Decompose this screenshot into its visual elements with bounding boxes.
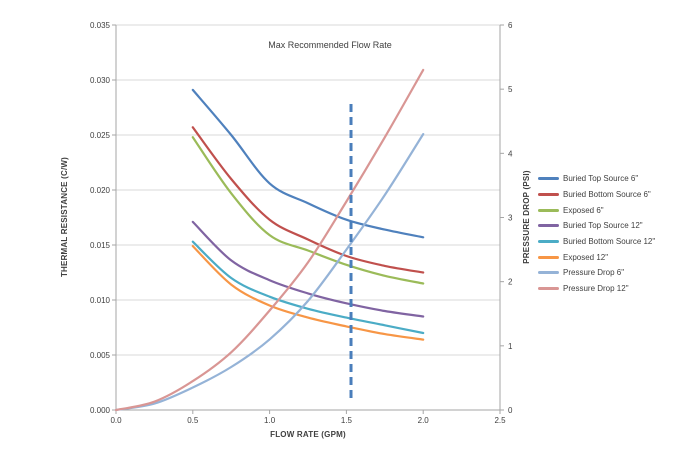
- axis-ticks: [112, 24, 504, 414]
- x-tick-labels: 0.0 0.5 1.0 1.5 2.0 2.5: [110, 416, 506, 425]
- y-right-tick-label: 3: [508, 214, 513, 223]
- legend-item: Pressure Drop 6": [538, 265, 678, 281]
- legend-label: Exposed 6": [563, 205, 604, 215]
- series-line-buried-top-source-6: [191, 88, 425, 239]
- legend-swatch-line: [538, 193, 559, 197]
- chart-legend: Buried Top Source 6" Buried Bottom Source…: [538, 171, 678, 297]
- x-axis-title: FLOW RATE (GPM): [270, 430, 346, 439]
- legend-item: Buried Bottom Source 12": [538, 234, 678, 250]
- y-left-tick-labels: 0.000 0.005 0.010 0.015 0.020 0.025 0.030 0.035: [90, 21, 111, 415]
- series-lines: [114, 68, 425, 412]
- y-left-tick-label: 0.015: [90, 241, 111, 250]
- y-axis-right-title: PRESSURE DROP (PSI): [522, 170, 531, 264]
- gridlines: [116, 24, 500, 356]
- legend-label: Pressure Drop 6": [563, 268, 625, 278]
- x-tick-label: 1.5: [341, 416, 353, 425]
- legend-swatch-line: [538, 271, 559, 275]
- legend-label: Exposed 12": [563, 252, 609, 262]
- legend-swatch-line: [538, 287, 559, 291]
- y-left-tick-label: 0.000: [90, 406, 111, 415]
- legend-label: Buried Top Source 12": [563, 221, 643, 231]
- y-right-tick-label: 6: [508, 21, 513, 30]
- legend-label: Pressure Drop 12": [563, 284, 629, 294]
- series-line-exposed-6: [191, 136, 425, 285]
- x-tick-label: 0.0: [110, 416, 122, 425]
- y-left-tick-label: 0.030: [90, 76, 111, 85]
- legend-label: Buried Bottom Source 6": [563, 190, 651, 200]
- y-axis-left-title: THERMAL RESISTANCE (C/W): [60, 157, 69, 277]
- y-right-tick-label: 0: [508, 406, 513, 415]
- legend-item: Pressure Drop 12": [538, 281, 678, 297]
- x-tick-label: 2.5: [494, 416, 506, 425]
- legend-swatch-line: [538, 208, 559, 212]
- legend-item: Buried Top Source 6": [538, 171, 678, 187]
- legend-item: Exposed 12": [538, 249, 678, 265]
- y-left-tick-label: 0.010: [90, 296, 111, 305]
- y-left-tick-label: 0.035: [90, 21, 111, 30]
- series-line-buried-bottom-source-12: [191, 240, 425, 335]
- legend-label: Buried Top Source 6": [563, 174, 639, 184]
- legend-label: Buried Bottom Source 12": [563, 237, 656, 247]
- series-line-buried-bottom-source-6: [191, 126, 425, 274]
- axis-lines: [115, 25, 501, 411]
- series-line-exposed-12: [191, 245, 425, 341]
- y-right-tick-labels: 0 1 2 3 4 5 6: [508, 21, 513, 415]
- y-right-tick-label: 1: [508, 342, 513, 351]
- series-line-pressure-drop-12: [114, 68, 425, 412]
- x-tick-label: 2.0: [418, 416, 430, 425]
- y-right-tick-label: 4: [508, 149, 513, 158]
- y-right-tick-label: 5: [508, 85, 513, 94]
- y-left-tick-label: 0.025: [90, 131, 111, 140]
- legend-swatch-line: [538, 224, 559, 228]
- legend-item: Buried Top Source 12": [538, 218, 678, 234]
- legend-item: Exposed 6": [538, 202, 678, 218]
- series-line-pressure-drop-6: [114, 133, 425, 412]
- legend-swatch-line: [538, 240, 559, 244]
- y-left-tick-label: 0.020: [90, 186, 111, 195]
- legend-item: Buried Bottom Source 6": [538, 187, 678, 203]
- legend-swatch-line: [538, 255, 559, 259]
- y-left-tick-label: 0.005: [90, 351, 111, 360]
- x-tick-label: 1.0: [264, 416, 276, 425]
- x-tick-label: 0.5: [187, 416, 199, 425]
- series-line-buried-top-source-12: [191, 220, 425, 318]
- max-flow-annotation: Max Recommended Flow Rate: [268, 40, 392, 50]
- legend-swatch-line: [538, 177, 559, 181]
- y-right-tick-label: 2: [508, 278, 513, 287]
